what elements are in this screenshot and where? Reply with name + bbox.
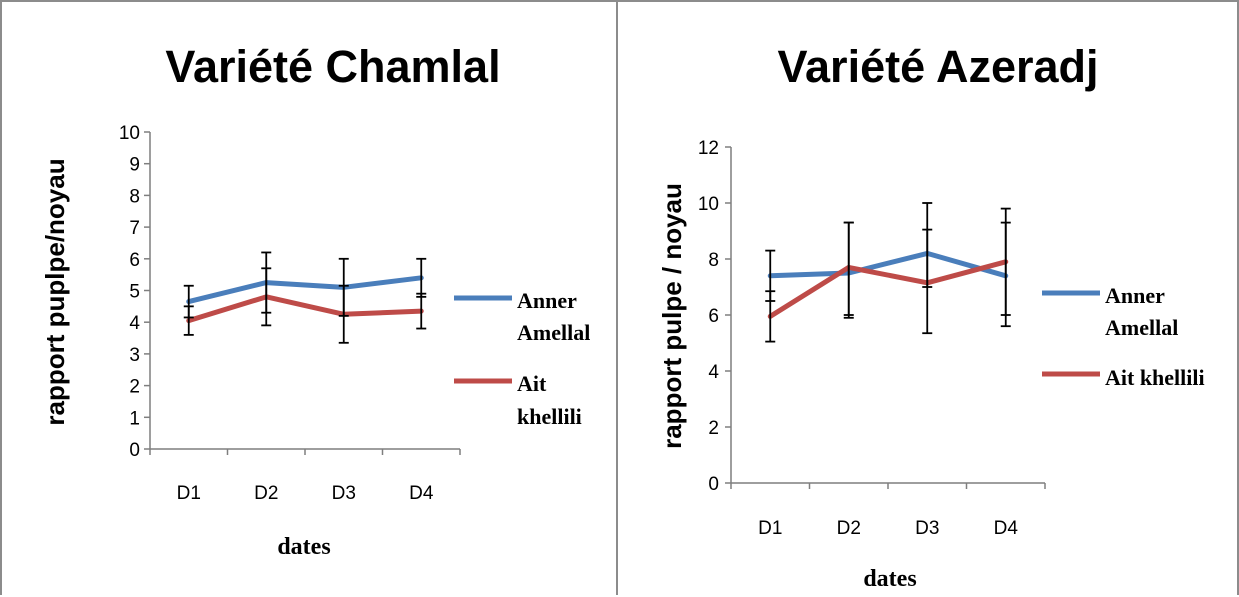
x-tick-label: D2	[837, 518, 861, 539]
legend-label: Amellal	[1105, 315, 1178, 340]
y-tick-label: 12	[698, 138, 719, 159]
series-line	[186, 294, 424, 324]
legend-label: Ait	[517, 371, 547, 396]
error-bar	[843, 221, 854, 319]
legend-label: Anner	[1105, 283, 1165, 308]
x-tick-label: D4	[994, 518, 1019, 539]
error-bar	[183, 305, 194, 336]
y-tick-label: 2	[708, 418, 719, 439]
y-tick-label: 1	[129, 408, 140, 429]
y-tick-label: 8	[708, 250, 719, 271]
legend-label: khellili	[517, 404, 582, 429]
legend-label: Amellal	[517, 320, 590, 345]
series-line	[767, 250, 1009, 279]
y-tick-label: 9	[129, 155, 140, 176]
y-tick-label: 2	[129, 377, 140, 398]
x-tick-label: D1	[177, 483, 201, 504]
legend-label: Ait khellili	[1105, 365, 1205, 390]
y-tick-label: 0	[129, 440, 140, 461]
y-axis-label: rapport pulpe / noyau	[657, 183, 687, 449]
y-tick-label: 4	[708, 362, 719, 383]
x-tick-label: D4	[409, 483, 434, 504]
x-tick-label: D2	[254, 483, 278, 504]
y-tick-label: 4	[129, 313, 140, 334]
chart-panel-azeradj: Variété Azeradj rapport pulpe / noyau da…	[617, 0, 1239, 595]
chart-azeradj: Variété Azeradj rapport pulpe / noyau da…	[657, 41, 1205, 592]
x-tick-label: D1	[758, 518, 782, 539]
error-bar	[416, 292, 427, 330]
y-tick-label: 6	[129, 250, 140, 271]
legend-label: Anner	[517, 288, 577, 313]
y-tick-label: 7	[129, 218, 140, 239]
chart-title: Variété Azeradj	[778, 41, 1099, 92]
error-bar	[261, 267, 272, 327]
y-tick-label: 10	[119, 123, 140, 144]
chart-chamlal: Variété Chamlal rapport puplpe/noyau dat…	[40, 41, 590, 560]
y-tick-label: 0	[708, 474, 719, 495]
x-tick-label: D3	[915, 518, 939, 539]
y-tick-label: 6	[708, 306, 719, 327]
error-bar	[1000, 207, 1011, 328]
series-line	[186, 275, 424, 305]
series-line	[767, 259, 1009, 319]
y-axis-label: rapport puplpe/noyau	[40, 158, 70, 425]
x-tick-label: D3	[332, 483, 356, 504]
x-axis-label: dates	[863, 566, 916, 592]
chart-panel-chamlal: Variété Chamlal rapport puplpe/noyau dat…	[0, 0, 617, 595]
error-bar	[338, 284, 349, 344]
y-tick-label: 10	[698, 194, 719, 215]
error-bar	[922, 228, 933, 335]
chart-title: Variété Chamlal	[165, 41, 500, 92]
x-axis-label: dates	[277, 534, 330, 560]
error-bar	[765, 290, 776, 343]
y-tick-label: 3	[129, 345, 140, 366]
y-tick-label: 5	[129, 282, 140, 303]
y-tick-label: 8	[129, 186, 140, 207]
